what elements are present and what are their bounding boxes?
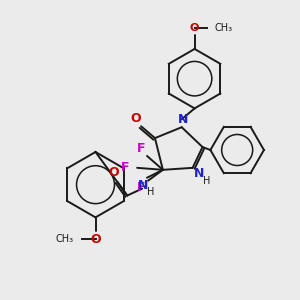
Text: H: H xyxy=(203,176,210,186)
Text: F: F xyxy=(137,181,145,194)
Text: F: F xyxy=(121,161,130,174)
Text: N: N xyxy=(138,179,148,192)
Text: N: N xyxy=(194,167,205,180)
Text: O: O xyxy=(190,23,199,33)
Text: CH₃: CH₃ xyxy=(214,23,232,33)
Text: O: O xyxy=(90,233,101,246)
Text: N: N xyxy=(178,113,188,126)
Text: O: O xyxy=(131,112,141,125)
Text: CH₃: CH₃ xyxy=(56,234,74,244)
Text: F: F xyxy=(137,142,145,154)
Text: O: O xyxy=(108,166,119,179)
Text: H: H xyxy=(147,187,155,196)
